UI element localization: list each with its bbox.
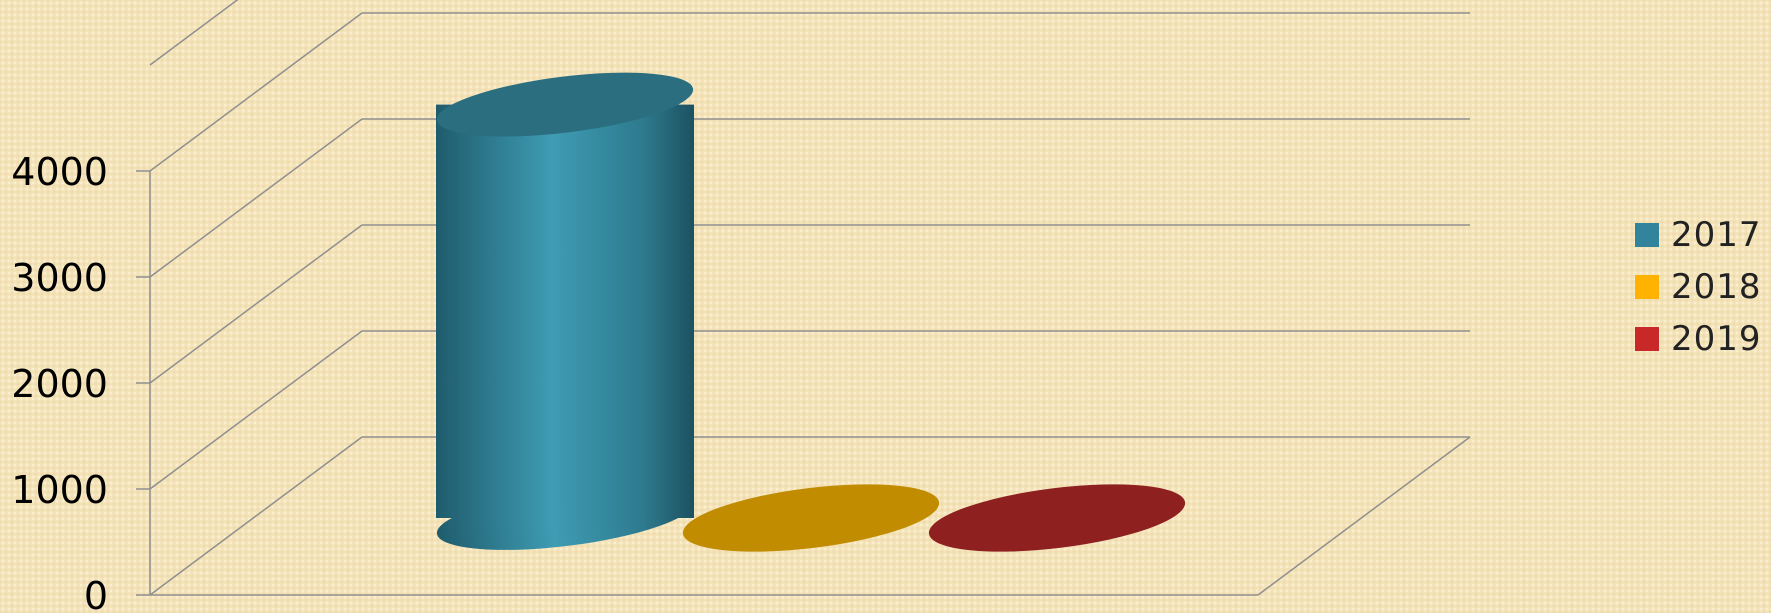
bar-2017-top — [436, 72, 694, 137]
bar-2019 — [928, 484, 1186, 552]
bar-2019-disc — [928, 484, 1186, 552]
y-tick-label-4000: 4000 — [11, 150, 108, 194]
legend-swatch-2017 — [1635, 223, 1659, 247]
gridline-side-4000 — [149, 12, 363, 172]
bar-2018-disc — [682, 484, 940, 552]
gridline-side-5000 — [149, 0, 239, 66]
chart-bars — [436, 72, 1186, 552]
bar-2017-body — [436, 104, 694, 518]
bar-2018 — [682, 484, 940, 552]
gridline-side-3000 — [149, 118, 363, 278]
legend-item-2018: 2018 — [1635, 267, 1762, 307]
y-tick-label-0: 0 — [84, 574, 108, 613]
y-axis-ticks: 0 1000 2000 3000 4000 — [11, 150, 150, 613]
legend-item-2019: 2019 — [1635, 319, 1762, 359]
floor-right-edge — [1257, 436, 1471, 596]
legend-swatch-2019 — [1635, 327, 1659, 351]
bar-2017 — [436, 72, 694, 550]
gridline-side-2000 — [149, 224, 363, 384]
gridline-side-0 — [149, 436, 363, 596]
legend-swatch-2018 — [1635, 275, 1659, 299]
y-tick-label-3000: 3000 — [11, 256, 108, 300]
legend-item-2017: 2017 — [1635, 215, 1762, 255]
legend-label-2017: 2017 — [1671, 215, 1762, 255]
legend: 2017 2018 2019 — [1635, 215, 1762, 374]
legend-label-2019: 2019 — [1671, 319, 1762, 359]
y-tick-label-2000: 2000 — [11, 362, 108, 406]
gridline-side-1000 — [149, 330, 363, 490]
legend-label-2018: 2018 — [1671, 267, 1762, 307]
y-tick-label-1000: 1000 — [11, 468, 108, 512]
